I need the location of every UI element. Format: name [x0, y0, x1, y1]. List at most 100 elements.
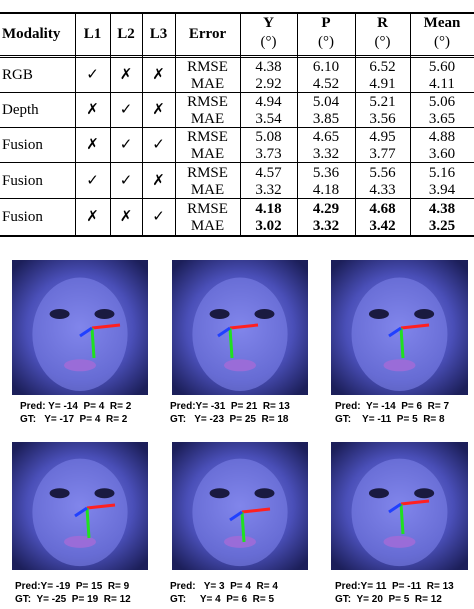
modality: Depth [2, 102, 39, 118]
header-cell: Error [188, 26, 227, 42]
metric-value: 4.18 [255, 201, 282, 217]
metric-name: RMSE [187, 165, 228, 181]
metric-value: 4.38 [255, 59, 282, 75]
metric-value: 3.65 [428, 111, 456, 127]
rule [0, 198, 474, 199]
column-rule [142, 12, 143, 235]
layer-mark: ✗ [152, 173, 165, 189]
metric-value: 4.68 [369, 201, 396, 217]
metric-value: 6.10 [312, 59, 340, 75]
metric-value: 2.92 [255, 76, 282, 92]
pred-caption: Pred: Y= -14 P= 4 R= 2 [20, 401, 132, 412]
face-image [12, 260, 148, 395]
metric-value: 4.91 [369, 76, 396, 92]
column-rule [297, 12, 298, 235]
rule [0, 12, 474, 14]
metric-value: 3.60 [428, 146, 456, 162]
header-cell: L3 [149, 26, 168, 42]
unit-cell: (°) [318, 34, 334, 50]
layer-mark: ✓ [119, 173, 133, 189]
unit-cell: (°) [374, 34, 391, 50]
metric-value: 5.08 [255, 129, 282, 145]
header-cell: P [321, 15, 331, 31]
metric-name: RMSE [187, 129, 228, 145]
metric-value: 5.04 [312, 94, 340, 110]
pred-caption: Pred:Y= 11 P= -11 R= 13 [335, 581, 454, 592]
header-cell: Modality [2, 26, 61, 42]
metric-name: MAE [190, 146, 225, 162]
metric-value: 4.29 [312, 201, 340, 217]
metric-value: 5.56 [369, 165, 396, 181]
rule [0, 57, 474, 58]
layer-mark: ✗ [86, 209, 99, 225]
metric-value: 4.38 [428, 201, 456, 217]
metric-name: MAE [190, 218, 225, 234]
metric-value: 4.11 [429, 76, 455, 92]
metric-value: 3.73 [255, 146, 282, 162]
column-rule [110, 12, 111, 235]
rule [0, 55, 474, 56]
layer-mark: ✓ [119, 137, 133, 153]
metric-value: 4.33 [369, 182, 396, 198]
metric-value: 6.52 [369, 59, 396, 75]
metric-value: 5.60 [428, 59, 456, 75]
column-rule [175, 12, 176, 235]
gt-caption: GT: Y= -25 P= 19 R= 12 [15, 594, 131, 605]
layer-mark: ✓ [86, 173, 99, 189]
rule [0, 162, 474, 163]
column-rule [355, 12, 356, 235]
layer-mark: ✓ [119, 102, 133, 118]
header-cell: L1 [83, 26, 102, 42]
header-cell: Y [263, 15, 274, 31]
metric-name: MAE [190, 111, 225, 127]
modality: Fusion [2, 173, 43, 189]
layer-mark: ✓ [152, 209, 165, 225]
metric-value: 4.88 [428, 129, 456, 145]
pred-caption: Pred:Y= -19 P= 15 R= 9 [15, 581, 130, 592]
pred-caption: Pred:Y= -31 P= 21 R= 13 [170, 401, 290, 412]
modality: Fusion [2, 209, 43, 225]
gt-caption: GT: Y= -11 P= 5 R= 8 [335, 414, 445, 425]
metric-name: MAE [190, 182, 225, 198]
layer-mark: ✗ [86, 137, 99, 153]
metric-value: 3.56 [369, 111, 396, 127]
metric-value: 3.77 [369, 146, 396, 162]
modality: RGB [2, 67, 33, 83]
gt-caption: GT: Y= -17 P= 4 R= 2 [20, 414, 128, 425]
metric-value: 4.65 [312, 129, 340, 145]
metric-value: 3.94 [428, 182, 456, 198]
layer-mark: ✗ [119, 67, 133, 83]
rule [0, 92, 474, 93]
header-cell: R [377, 15, 388, 31]
face-image [331, 260, 468, 395]
metric-value: 4.95 [369, 129, 396, 145]
metric-value: 3.02 [255, 218, 282, 234]
column-rule [410, 12, 411, 235]
metric-value: 3.32 [255, 182, 282, 198]
metric-value: 3.42 [369, 218, 396, 234]
layer-mark: ✗ [119, 209, 133, 225]
metric-value: 4.18 [312, 182, 340, 198]
metric-value: 5.36 [312, 165, 340, 181]
metric-value: 3.32 [312, 218, 340, 234]
layer-mark: ✗ [86, 102, 99, 118]
metric-value: 3.32 [312, 146, 340, 162]
metric-value: 5.06 [428, 94, 456, 110]
pred-caption: Pred: Y= -14 P= 6 R= 7 [335, 401, 450, 412]
metric-name: RMSE [187, 201, 228, 217]
metric-value: 4.94 [255, 94, 282, 110]
metric-value: 4.57 [255, 165, 282, 181]
metric-value: 5.21 [369, 94, 396, 110]
column-rule [240, 12, 241, 235]
column-rule [75, 12, 76, 235]
unit-cell: (°) [260, 34, 277, 50]
metric-value: 3.85 [312, 111, 340, 127]
layer-mark: ✓ [86, 67, 99, 83]
face-image [331, 442, 468, 570]
header-cell: Mean [423, 15, 461, 31]
metric-value: 5.16 [428, 165, 456, 181]
face-image [172, 442, 308, 570]
metric-value: 4.52 [312, 76, 340, 92]
rule [0, 127, 474, 128]
